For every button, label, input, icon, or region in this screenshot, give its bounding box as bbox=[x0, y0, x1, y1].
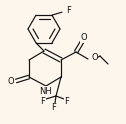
Text: F: F bbox=[66, 6, 71, 15]
Text: O: O bbox=[81, 33, 87, 43]
Text: O: O bbox=[8, 77, 14, 86]
Text: F: F bbox=[52, 104, 56, 112]
Text: F: F bbox=[65, 97, 69, 107]
Text: O: O bbox=[91, 53, 98, 62]
Text: F: F bbox=[41, 97, 45, 107]
Text: NH: NH bbox=[39, 87, 51, 95]
